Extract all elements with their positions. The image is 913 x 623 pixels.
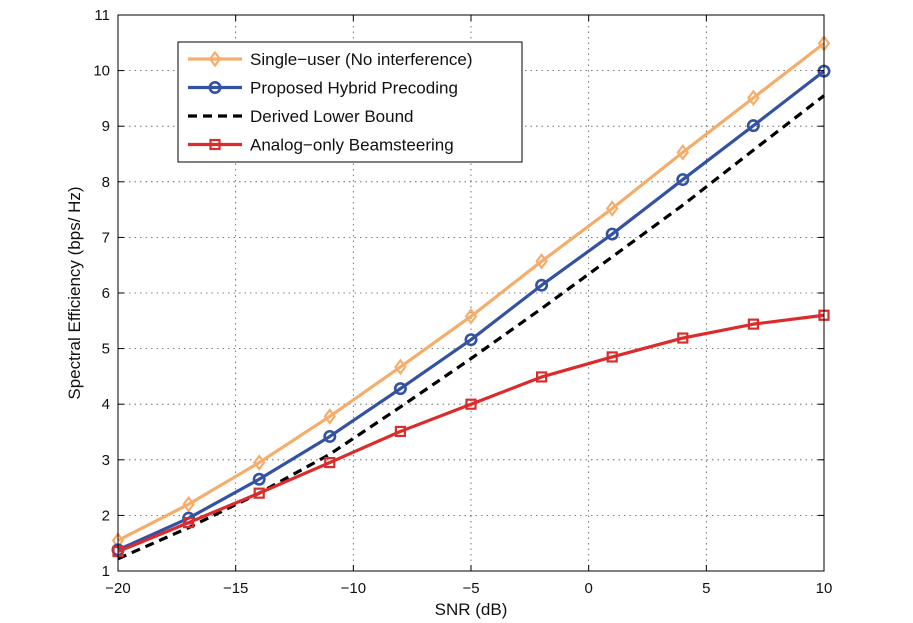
series-line	[117, 313, 825, 554]
series-line	[117, 42, 825, 542]
data-point-marker	[605, 200, 619, 217]
legend-marker	[208, 50, 222, 68]
y-tick-label: 5	[102, 341, 110, 358]
data-point-marker	[394, 358, 407, 376]
legend-box	[177, 41, 523, 163]
y-axis-label: Spectral Efficiency (bps/ Hz)	[65, 186, 84, 399]
series-1	[111, 35, 831, 549]
legend: Single−user (No interference) Proposed Hy…	[177, 41, 523, 163]
data-point-marker	[676, 143, 690, 161]
legend-entry: Derived Lower Bound	[188, 107, 413, 126]
legend-label: Proposed Hybrid Precoding	[250, 79, 458, 98]
legend-label: Derived Lower Bound	[250, 107, 413, 126]
legend-label: Single−user (No interference)	[250, 50, 473, 69]
data-point-marker	[323, 408, 337, 425]
y-tick-label: 6	[102, 285, 110, 302]
x-tick-label: −5	[462, 580, 479, 597]
data-point-marker	[253, 487, 265, 499]
axis-ticks: −20 −15 −10 −5 0 5 10 1 2 3 4 5 6 7 8 9 10 11	[93, 7, 832, 597]
data-point-marker	[182, 495, 195, 513]
legend-entry: Single−user (No interference)	[188, 50, 473, 69]
y-tick-label: 4	[102, 396, 110, 413]
data-point-marker	[393, 382, 407, 396]
y-tick-label: 2	[102, 507, 110, 524]
data-point-marker	[747, 318, 760, 330]
data-point-marker	[605, 227, 619, 241]
series-line	[117, 94, 825, 561]
x-tick-label: 0	[584, 580, 592, 597]
data-point-marker	[606, 351, 618, 363]
data-point-marker	[746, 119, 760, 133]
x-axis-label: SNR (dB)	[435, 600, 508, 619]
series-line	[117, 69, 825, 552]
y-tick-label: 3	[102, 452, 110, 469]
x-tick-label: −15	[223, 580, 248, 597]
data-point-marker	[535, 278, 549, 292]
data-point-marker	[747, 89, 760, 107]
y-tick-label: 11	[94, 7, 110, 24]
data-point-marker	[535, 371, 548, 383]
data-point-marker	[183, 517, 195, 529]
legend-entry: Proposed Hybrid Precoding	[188, 79, 458, 98]
y-tick-label: 1	[102, 563, 110, 580]
y-tick-label: 7	[102, 229, 110, 246]
data-point-marker	[464, 333, 478, 347]
data-point-marker	[465, 398, 477, 410]
y-tick-label: 9	[102, 118, 110, 135]
data-point-marker	[252, 472, 266, 486]
series-3	[117, 94, 825, 561]
x-tick-label: −20	[105, 580, 130, 597]
series-group	[111, 35, 831, 561]
x-tick-label: 10	[816, 580, 833, 597]
legend-entry: Analog−only Beamsteering	[188, 136, 454, 155]
legend-marker	[208, 81, 222, 95]
legend-marker	[209, 138, 221, 151]
y-tick-label: 8	[102, 174, 110, 191]
x-tick-label: −10	[341, 580, 366, 597]
data-point-marker	[323, 429, 337, 443]
y-tick-label: 10	[93, 63, 110, 80]
data-point-marker	[464, 308, 478, 325]
data-point-marker	[394, 425, 406, 438]
data-point-marker	[535, 252, 548, 270]
data-point-marker	[252, 454, 266, 471]
legend-label: Analog−only Beamsteering	[250, 136, 454, 155]
data-point-marker	[677, 332, 689, 344]
data-point-marker	[324, 456, 336, 469]
data-point-marker	[676, 173, 690, 187]
x-tick-label: 5	[702, 580, 710, 597]
